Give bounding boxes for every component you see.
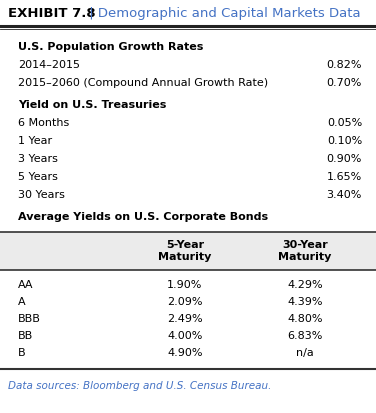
Text: Yield on U.S. Treasuries: Yield on U.S. Treasuries bbox=[18, 100, 166, 110]
Text: 4.29%: 4.29% bbox=[287, 280, 323, 290]
Text: 2.09%: 2.09% bbox=[167, 297, 203, 307]
Text: 0.70%: 0.70% bbox=[327, 78, 362, 88]
Text: Data sources: Bloomberg and U.S. Census Bureau.: Data sources: Bloomberg and U.S. Census … bbox=[8, 381, 271, 391]
Text: 6.83%: 6.83% bbox=[287, 331, 323, 341]
Text: 0.05%: 0.05% bbox=[327, 118, 362, 128]
Text: 30 Years: 30 Years bbox=[18, 190, 65, 200]
Text: | Demographic and Capital Markets Data: | Demographic and Capital Markets Data bbox=[85, 7, 361, 20]
Text: 1.65%: 1.65% bbox=[327, 172, 362, 182]
Text: A: A bbox=[18, 297, 26, 307]
Text: n/a: n/a bbox=[296, 348, 314, 358]
Text: 0.90%: 0.90% bbox=[327, 154, 362, 164]
Text: 4.39%: 4.39% bbox=[287, 297, 323, 307]
Bar bbox=[0, 232, 376, 270]
Text: AA: AA bbox=[18, 280, 33, 290]
Text: 4.00%: 4.00% bbox=[167, 331, 203, 341]
Text: 2014–2015: 2014–2015 bbox=[18, 60, 80, 70]
Text: 4.80%: 4.80% bbox=[287, 314, 323, 324]
Text: 3 Years: 3 Years bbox=[18, 154, 58, 164]
Text: 4.90%: 4.90% bbox=[167, 348, 203, 358]
Text: 0.82%: 0.82% bbox=[326, 60, 362, 70]
Text: 5-Year
Maturity: 5-Year Maturity bbox=[158, 240, 212, 261]
Text: 0.10%: 0.10% bbox=[327, 136, 362, 146]
Text: 2015–2060 (Compound Annual Growth Rate): 2015–2060 (Compound Annual Growth Rate) bbox=[18, 78, 268, 88]
Text: 30-Year
Maturity: 30-Year Maturity bbox=[278, 240, 332, 261]
Text: 2.49%: 2.49% bbox=[167, 314, 203, 324]
Text: Average Yields on U.S. Corporate Bonds: Average Yields on U.S. Corporate Bonds bbox=[18, 212, 268, 222]
Text: 6 Months: 6 Months bbox=[18, 118, 69, 128]
Text: 1.90%: 1.90% bbox=[167, 280, 203, 290]
Text: BBB: BBB bbox=[18, 314, 41, 324]
Text: U.S. Population Growth Rates: U.S. Population Growth Rates bbox=[18, 42, 203, 52]
Text: 5 Years: 5 Years bbox=[18, 172, 58, 182]
Text: 1 Year: 1 Year bbox=[18, 136, 52, 146]
Text: EXHIBIT 7.8: EXHIBIT 7.8 bbox=[8, 7, 96, 20]
Text: 3.40%: 3.40% bbox=[327, 190, 362, 200]
Text: BB: BB bbox=[18, 331, 33, 341]
Text: B: B bbox=[18, 348, 26, 358]
